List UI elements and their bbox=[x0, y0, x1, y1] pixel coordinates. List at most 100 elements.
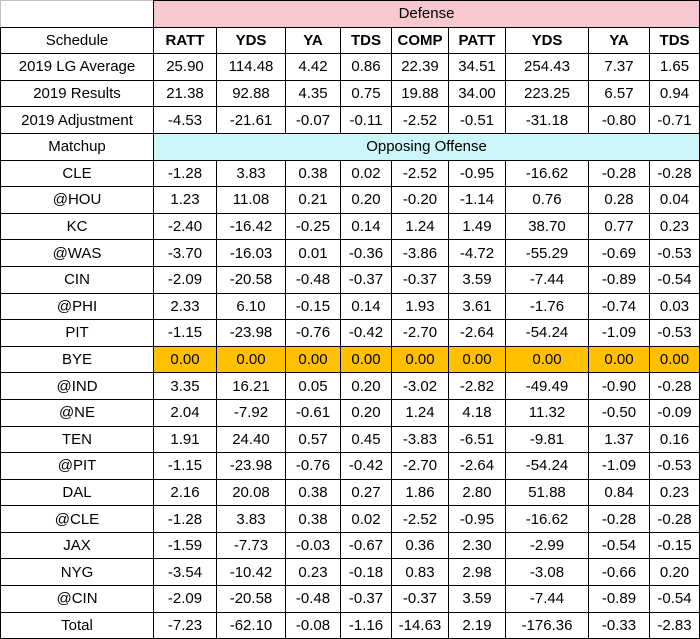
row-label: 2019 LG Average bbox=[0, 53, 154, 81]
value-cell: -2.09 bbox=[153, 585, 217, 613]
value-cell: -16.62 bbox=[505, 505, 589, 533]
value-cell: -0.95 bbox=[448, 159, 506, 188]
value-cell: -0.53 bbox=[648, 452, 700, 480]
value-cell: 3.83 bbox=[216, 505, 286, 533]
value-cell: 1.37 bbox=[588, 425, 650, 454]
row-label: @HOU bbox=[0, 186, 154, 214]
value-cell: -0.76 bbox=[285, 452, 341, 480]
value-cell: -0.51 bbox=[448, 106, 506, 134]
value-cell: 0.77 bbox=[588, 212, 650, 241]
value-cell: -2.52 bbox=[391, 106, 449, 134]
row-label: 2019 Adjustment bbox=[0, 106, 154, 134]
value-cell: 0.27 bbox=[340, 478, 392, 507]
value-cell: 223.25 bbox=[505, 79, 589, 108]
value-cell: -7.23 bbox=[153, 611, 217, 639]
column-header: YA bbox=[588, 26, 650, 55]
table-row: @PHI 2.33 6.10 -0.15 0.14 1.93 3.61 -1.76 -0.74 0… bbox=[0, 292, 700, 321]
value-cell: 0.20 bbox=[340, 398, 392, 427]
value-cell: -3.86 bbox=[391, 239, 449, 267]
value-cell: -23.98 bbox=[216, 319, 286, 347]
value-cell: 0.20 bbox=[648, 558, 700, 587]
column-header: YDS bbox=[216, 26, 286, 55]
value-cell: -2.64 bbox=[448, 319, 506, 347]
table-row: @NE 2.04 -7.92 -0.61 0.20 1.24 4.18 11.32 -0.50-… bbox=[0, 398, 700, 427]
value-cell: 1.24 bbox=[391, 212, 449, 241]
value-cell: -49.49 bbox=[505, 372, 589, 400]
value-cell: -1.15 bbox=[153, 319, 217, 347]
value-cell: 0.00 bbox=[285, 345, 341, 374]
value-cell: -4.53 bbox=[153, 106, 217, 134]
row-label: @CLE bbox=[0, 505, 154, 533]
table-row: CIN -2.09 -20.58 -0.48 -0.37 -0.37 3.59 -7.44 -0… bbox=[0, 265, 700, 294]
value-cell: 0.02 bbox=[340, 505, 392, 533]
value-cell: -1.28 bbox=[153, 159, 217, 188]
table-row: @CLE -1.28 3.83 0.38 0.02 -2.52 -0.95 -16.62 -0.… bbox=[0, 505, 700, 533]
value-cell: -0.48 bbox=[285, 265, 341, 294]
value-cell: 0.04 bbox=[648, 186, 700, 214]
value-cell: -0.89 bbox=[588, 585, 650, 613]
column-header-row: Schedule RATT YDS YA TDS COMP PATT YDS Y… bbox=[0, 26, 700, 55]
value-cell: 0.76 bbox=[505, 186, 589, 214]
value-cell: 0.01 bbox=[285, 239, 341, 267]
value-cell: -10.42 bbox=[216, 558, 286, 587]
column-header: YA bbox=[285, 26, 341, 55]
value-cell: -0.74 bbox=[588, 292, 650, 321]
value-cell: -7.73 bbox=[216, 531, 286, 560]
value-cell: 0.86 bbox=[340, 53, 392, 81]
column-header: TDS bbox=[340, 26, 392, 55]
table-row: DAL 2.16 20.08 0.38 0.27 1.86 2.80 51.88 0.84 0.2… bbox=[0, 478, 700, 507]
value-cell: -0.15 bbox=[285, 292, 341, 321]
value-cell: 0.00 bbox=[648, 345, 700, 374]
value-cell: 1.49 bbox=[448, 212, 506, 241]
value-cell: 25.90 bbox=[153, 53, 217, 81]
value-cell: 0.38 bbox=[285, 505, 341, 533]
value-cell: -54.24 bbox=[505, 319, 589, 347]
value-cell: -0.07 bbox=[285, 106, 341, 134]
value-cell: 3.35 bbox=[153, 372, 217, 400]
value-cell: -16.03 bbox=[216, 239, 286, 267]
value-cell: 1.23 bbox=[153, 186, 217, 214]
value-cell: -0.54 bbox=[588, 531, 650, 560]
value-cell: 0.36 bbox=[391, 531, 449, 560]
value-cell: -20.58 bbox=[216, 585, 286, 613]
summary-row: 2019 Adjustment -4.53 -21.61 -0.07 -0.11 -2.5… bbox=[0, 106, 700, 134]
value-cell: -2.70 bbox=[391, 452, 449, 480]
value-cell: -9.81 bbox=[505, 425, 589, 454]
row-label: @PHI bbox=[0, 292, 154, 321]
value-cell: 0.23 bbox=[285, 558, 341, 587]
value-cell: -0.11 bbox=[340, 106, 392, 134]
table-row: TEN 1.91 24.40 0.57 0.45 -3.83 -6.51 -9.81 1.37 0… bbox=[0, 425, 700, 454]
table-row: BYE 0.00 0.00 0.00 0.00 0.00 0.00 0.00 0.00 0.00 bbox=[0, 345, 700, 374]
value-cell: 0.20 bbox=[340, 186, 392, 214]
row-label: CLE bbox=[0, 159, 154, 188]
value-cell: 0.05 bbox=[285, 372, 341, 400]
value-cell: -3.08 bbox=[505, 558, 589, 587]
defense-band: Defense bbox=[152, 0, 700, 28]
value-cell: 6.10 bbox=[216, 292, 286, 321]
row-label: Total bbox=[0, 611, 154, 639]
value-cell: -3.70 bbox=[153, 239, 217, 267]
value-cell: 21.38 bbox=[153, 79, 217, 108]
matchup-header: Matchup bbox=[0, 132, 154, 161]
value-cell: 0.83 bbox=[391, 558, 449, 587]
value-cell: 0.75 bbox=[340, 79, 392, 108]
value-cell: -0.48 bbox=[285, 585, 341, 613]
value-cell: 3.59 bbox=[448, 265, 506, 294]
value-cell: -55.29 bbox=[505, 239, 589, 267]
value-cell: 0.00 bbox=[588, 345, 650, 374]
value-cell: 0.00 bbox=[216, 345, 286, 374]
row-label: KC bbox=[0, 212, 154, 241]
value-cell: -1.09 bbox=[588, 319, 650, 347]
value-cell: 4.35 bbox=[285, 79, 341, 108]
value-cell: 6.57 bbox=[588, 79, 650, 108]
value-cell: -2.40 bbox=[153, 212, 217, 241]
value-cell: 1.86 bbox=[391, 478, 449, 507]
value-cell: 0.00 bbox=[340, 345, 392, 374]
value-cell: 2.98 bbox=[448, 558, 506, 587]
value-cell: -0.28 bbox=[648, 505, 700, 533]
total-row: Total -7.23 -62.10 -0.08 -1.16 -14.63 2.19 -176… bbox=[0, 611, 700, 639]
value-cell: 3.61 bbox=[448, 292, 506, 321]
value-cell: 0.14 bbox=[340, 212, 392, 241]
value-cell: -16.62 bbox=[505, 159, 589, 188]
